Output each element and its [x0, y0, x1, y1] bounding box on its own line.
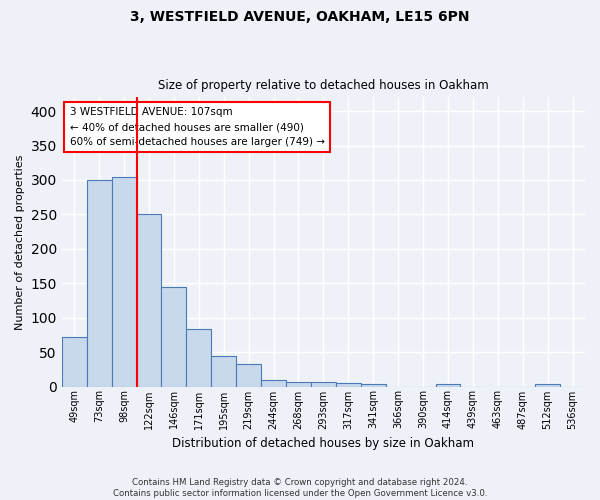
Text: 3, WESTFIELD AVENUE, OAKHAM, LE15 6PN: 3, WESTFIELD AVENUE, OAKHAM, LE15 6PN [130, 10, 470, 24]
Bar [137, 214, 161, 386]
Bar [236, 364, 261, 386]
Text: Contains HM Land Registry data © Crown copyright and database right 2024.
Contai: Contains HM Land Registry data © Crown c… [113, 478, 487, 498]
Title: Size of property relative to detached houses in Oakham: Size of property relative to detached ho… [158, 79, 489, 92]
Y-axis label: Number of detached properties: Number of detached properties [15, 154, 25, 330]
Bar [286, 382, 311, 386]
Bar [535, 384, 560, 386]
Bar [112, 176, 137, 386]
Bar [336, 383, 361, 386]
Bar [62, 337, 87, 386]
Bar [436, 384, 460, 386]
X-axis label: Distribution of detached houses by size in Oakham: Distribution of detached houses by size … [172, 437, 475, 450]
Bar [311, 382, 336, 386]
Bar [211, 356, 236, 386]
Bar [187, 330, 211, 386]
Bar [87, 180, 112, 386]
Text: 3 WESTFIELD AVENUE: 107sqm
← 40% of detached houses are smaller (490)
60% of sem: 3 WESTFIELD AVENUE: 107sqm ← 40% of deta… [70, 108, 325, 147]
Bar [161, 286, 187, 386]
Bar [361, 384, 386, 386]
Bar [261, 380, 286, 386]
